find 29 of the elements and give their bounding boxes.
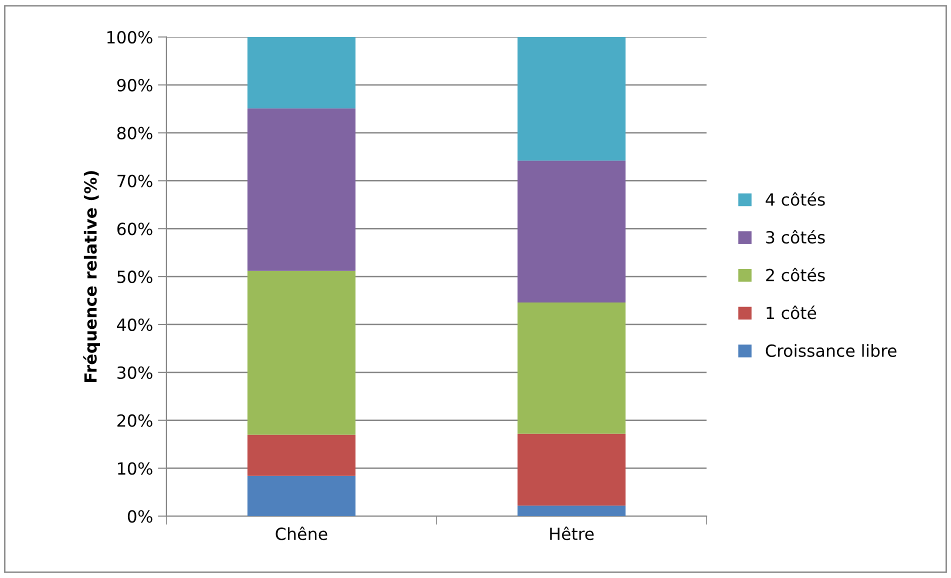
- y-tick-label: 20%: [117, 414, 152, 427]
- bar: [518, 434, 626, 506]
- legend-label: 4 côtés: [766, 192, 825, 206]
- bar: [518, 36, 626, 161]
- legend-label: 1 côté: [766, 306, 816, 320]
- bar: [518, 160, 626, 302]
- y-tick-label: 0%: [128, 510, 152, 523]
- y-tick-label: 60%: [117, 222, 152, 236]
- y-tick-label: 40%: [117, 318, 152, 332]
- x-tick-label: Chêne: [276, 526, 328, 540]
- legend-label: Croissance libre: [766, 344, 896, 358]
- bar: [247, 476, 356, 516]
- bar: [247, 108, 356, 271]
- y-tick-label: 100%: [107, 30, 152, 44]
- bar: [247, 36, 356, 108]
- legend-label: 2 côtés: [766, 268, 825, 282]
- bar: [247, 434, 356, 476]
- bar: [518, 506, 626, 516]
- bar: [518, 302, 626, 434]
- x-tick-label: Hêtre: [550, 526, 594, 540]
- y-axis-title: Fréquence relative (%): [83, 171, 100, 382]
- y-tick-label: 80%: [117, 126, 152, 140]
- legend-label: 3 côtés: [766, 230, 825, 244]
- y-tick-label: 30%: [117, 366, 152, 379]
- y-tick-label: 50%: [117, 270, 152, 284]
- y-tick-label: 70%: [118, 174, 152, 188]
- y-tick-label: 90%: [117, 78, 152, 92]
- y-tick-label: 10%: [118, 462, 152, 475]
- bar: [247, 270, 356, 435]
